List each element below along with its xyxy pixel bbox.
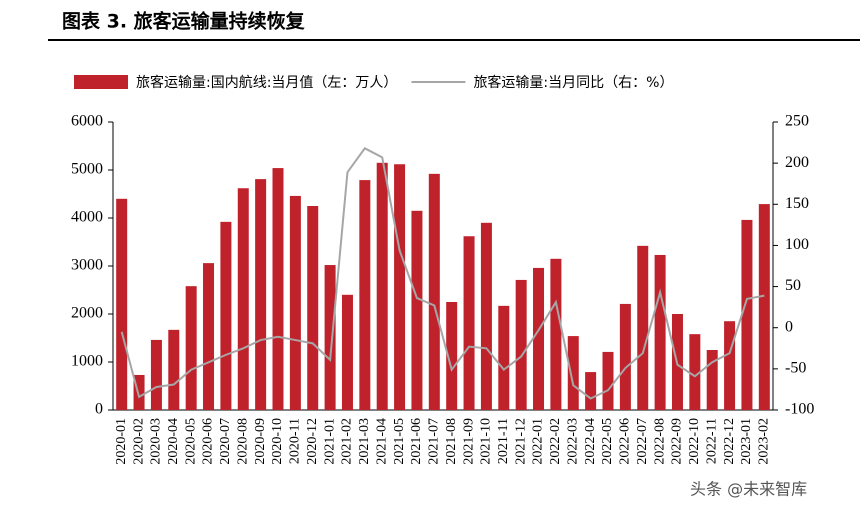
y-tick-label: 6000 xyxy=(71,113,103,130)
legend-label: 旅客运输量:国内航线:当月值（左：万人） xyxy=(136,74,397,91)
x-tick-label: 2020-12 xyxy=(305,418,320,465)
bar xyxy=(741,219,753,410)
bar xyxy=(637,245,649,410)
chart-title: 图表 3. 旅客运输量持续恢复 xyxy=(62,10,306,33)
x-tick-label: 2022-10 xyxy=(687,418,702,465)
x-tick-label: 2021-11 xyxy=(496,418,511,464)
y-tick-label: 2000 xyxy=(71,305,103,322)
x-tick-label: 2021-12 xyxy=(513,418,528,465)
x-tick-label: 2022-09 xyxy=(670,418,685,465)
legend-swatch xyxy=(74,75,128,89)
bar xyxy=(654,254,666,410)
bar xyxy=(272,168,284,410)
bar xyxy=(133,374,145,410)
bar xyxy=(428,173,440,410)
x-tick-label: 2021-06 xyxy=(409,418,424,465)
x-tick-label: 2021-04 xyxy=(374,418,389,465)
x-tick-label: 2023-01 xyxy=(739,418,754,465)
bar xyxy=(567,336,579,410)
y-tick-label: 5000 xyxy=(71,161,103,178)
y2-tick-label: -50 xyxy=(785,360,806,377)
bar xyxy=(150,339,162,410)
bar xyxy=(168,329,180,410)
x-tick-label: 2022-07 xyxy=(635,418,650,465)
bar xyxy=(394,164,406,410)
bar xyxy=(706,350,718,410)
x-tick-label: 2020-10 xyxy=(270,418,285,465)
x-tick-label: 2020-05 xyxy=(183,418,198,465)
bar xyxy=(602,351,614,410)
x-tick-label: 2022-04 xyxy=(583,418,598,465)
bar xyxy=(185,286,197,410)
x-tick-label: 2020-04 xyxy=(166,418,181,465)
bar xyxy=(498,305,510,410)
bar xyxy=(116,198,128,410)
line xyxy=(120,147,765,400)
y-tick-label: 4000 xyxy=(71,209,103,226)
x-tick-label: 2020-06 xyxy=(201,418,216,465)
bar xyxy=(376,162,388,410)
x-tick-label: 2020-11 xyxy=(288,418,303,464)
x-tick-label: 2020-02 xyxy=(131,418,146,465)
bar xyxy=(463,236,475,410)
x-tick-label: 2022-05 xyxy=(600,418,615,465)
x-tick-label: 2020-01 xyxy=(114,418,129,465)
x-tick-label: 2022-03 xyxy=(565,418,580,465)
bar xyxy=(307,206,319,410)
bar xyxy=(724,321,736,410)
y2-tick-label: 50 xyxy=(785,277,801,294)
legend-label: 旅客运输量:当月同比（右：%） xyxy=(473,74,673,91)
x-tick-label: 2020-09 xyxy=(253,418,268,465)
bar xyxy=(585,372,597,410)
x-tick-label: 2022-06 xyxy=(618,418,633,465)
bar xyxy=(289,195,301,410)
y2-tick-label: 200 xyxy=(785,154,809,171)
bar xyxy=(203,263,215,410)
bar xyxy=(550,258,562,410)
x-tick-label: 2022-01 xyxy=(531,418,546,465)
y2-tick-label: -100 xyxy=(785,401,814,418)
bar xyxy=(480,222,492,410)
x-tick-label: 2021-09 xyxy=(461,418,476,465)
y2-tick-label: 100 xyxy=(785,236,809,253)
watermark: 头条 @未来智库 xyxy=(690,480,807,499)
bar xyxy=(341,294,353,410)
bar xyxy=(255,179,267,410)
x-tick-label: 2023-02 xyxy=(757,418,772,465)
x-tick-label: 2022-11 xyxy=(704,418,719,464)
x-tick-label: 2020-03 xyxy=(149,418,164,465)
x-tick-label: 2021-08 xyxy=(444,418,459,465)
y2-tick-label: 0 xyxy=(785,318,793,335)
x-tick-label: 2022-08 xyxy=(652,418,667,465)
bar xyxy=(515,279,527,410)
y-tick-label: 1000 xyxy=(71,353,103,370)
y2-tick-label: 250 xyxy=(785,113,809,130)
bar xyxy=(446,302,458,410)
bar xyxy=(533,267,545,410)
x-tick-label: 2021-02 xyxy=(340,418,355,465)
x-tick-label: 2020-07 xyxy=(218,418,233,465)
bar xyxy=(411,210,423,410)
bar xyxy=(758,204,770,410)
y-tick-label: 0 xyxy=(95,401,103,418)
bar xyxy=(619,303,631,410)
x-tick-label: 2022-02 xyxy=(548,418,563,465)
x-tick-label: 2021-10 xyxy=(479,418,494,465)
bar xyxy=(689,334,701,410)
bar xyxy=(324,265,336,410)
x-tick-label: 2021-01 xyxy=(322,418,337,465)
y2-tick-label: 150 xyxy=(785,195,809,212)
x-tick-label: 2022-12 xyxy=(722,418,737,465)
bar xyxy=(237,188,249,410)
x-tick-label: 2021-03 xyxy=(357,418,372,465)
x-tick-label: 2021-07 xyxy=(427,418,442,465)
bar xyxy=(220,221,232,410)
bar xyxy=(359,180,371,410)
x-tick-label: 2021-05 xyxy=(392,418,407,465)
x-tick-label: 2020-08 xyxy=(235,418,250,465)
y-tick-label: 3000 xyxy=(71,257,103,274)
